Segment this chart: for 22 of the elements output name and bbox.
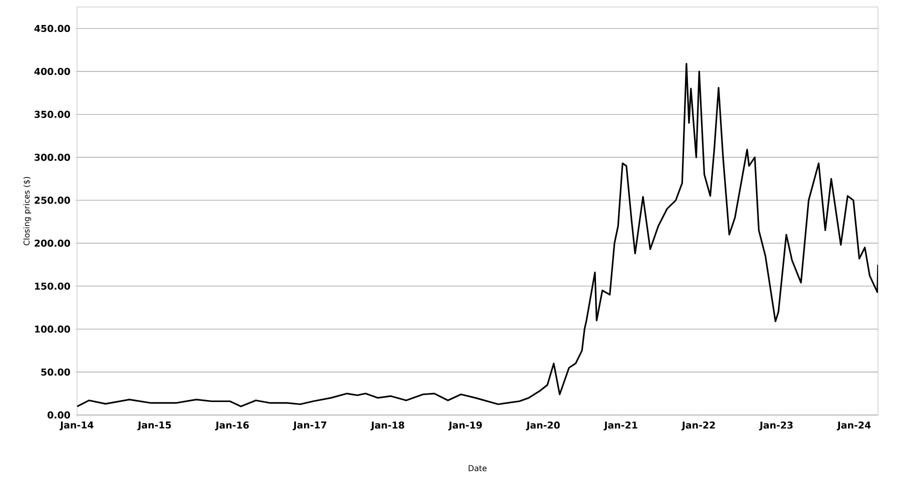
x-tick-label: Jan-18	[370, 422, 404, 430]
y-tick-label: 100.00	[35, 326, 70, 333]
x-tick-label: Jan-21	[604, 422, 638, 430]
line-series	[77, 62, 878, 408]
y-tick-label: 450.00	[34, 24, 70, 32]
x-tick-label: Jan-20	[526, 422, 560, 430]
y-tick-label: 150.00	[35, 282, 70, 290]
x-tick-label: Jan-19	[448, 422, 482, 430]
x-tick-label: Jan-15	[137, 422, 171, 430]
x-tick-label: Jan-14	[60, 422, 94, 430]
x-tick-label: Jan-23	[759, 422, 793, 430]
y-tick-label: 250.00	[34, 196, 70, 204]
y-tick-label: 350.00	[34, 110, 70, 118]
x-tick-label: Jan-16	[215, 422, 249, 430]
y-tick-label: 400.00	[34, 68, 70, 76]
x-tick-label: Jan-24	[836, 422, 871, 430]
x-tick-label: Jan-22	[681, 422, 715, 430]
x-tick-label: Jan-17	[292, 422, 326, 430]
y-tick-label: 0.00	[48, 411, 70, 419]
y-tick-label: 50.00	[41, 368, 70, 376]
y-tick-label: 200.00	[34, 240, 70, 247]
y-tick-label: 300.00	[34, 154, 70, 161]
